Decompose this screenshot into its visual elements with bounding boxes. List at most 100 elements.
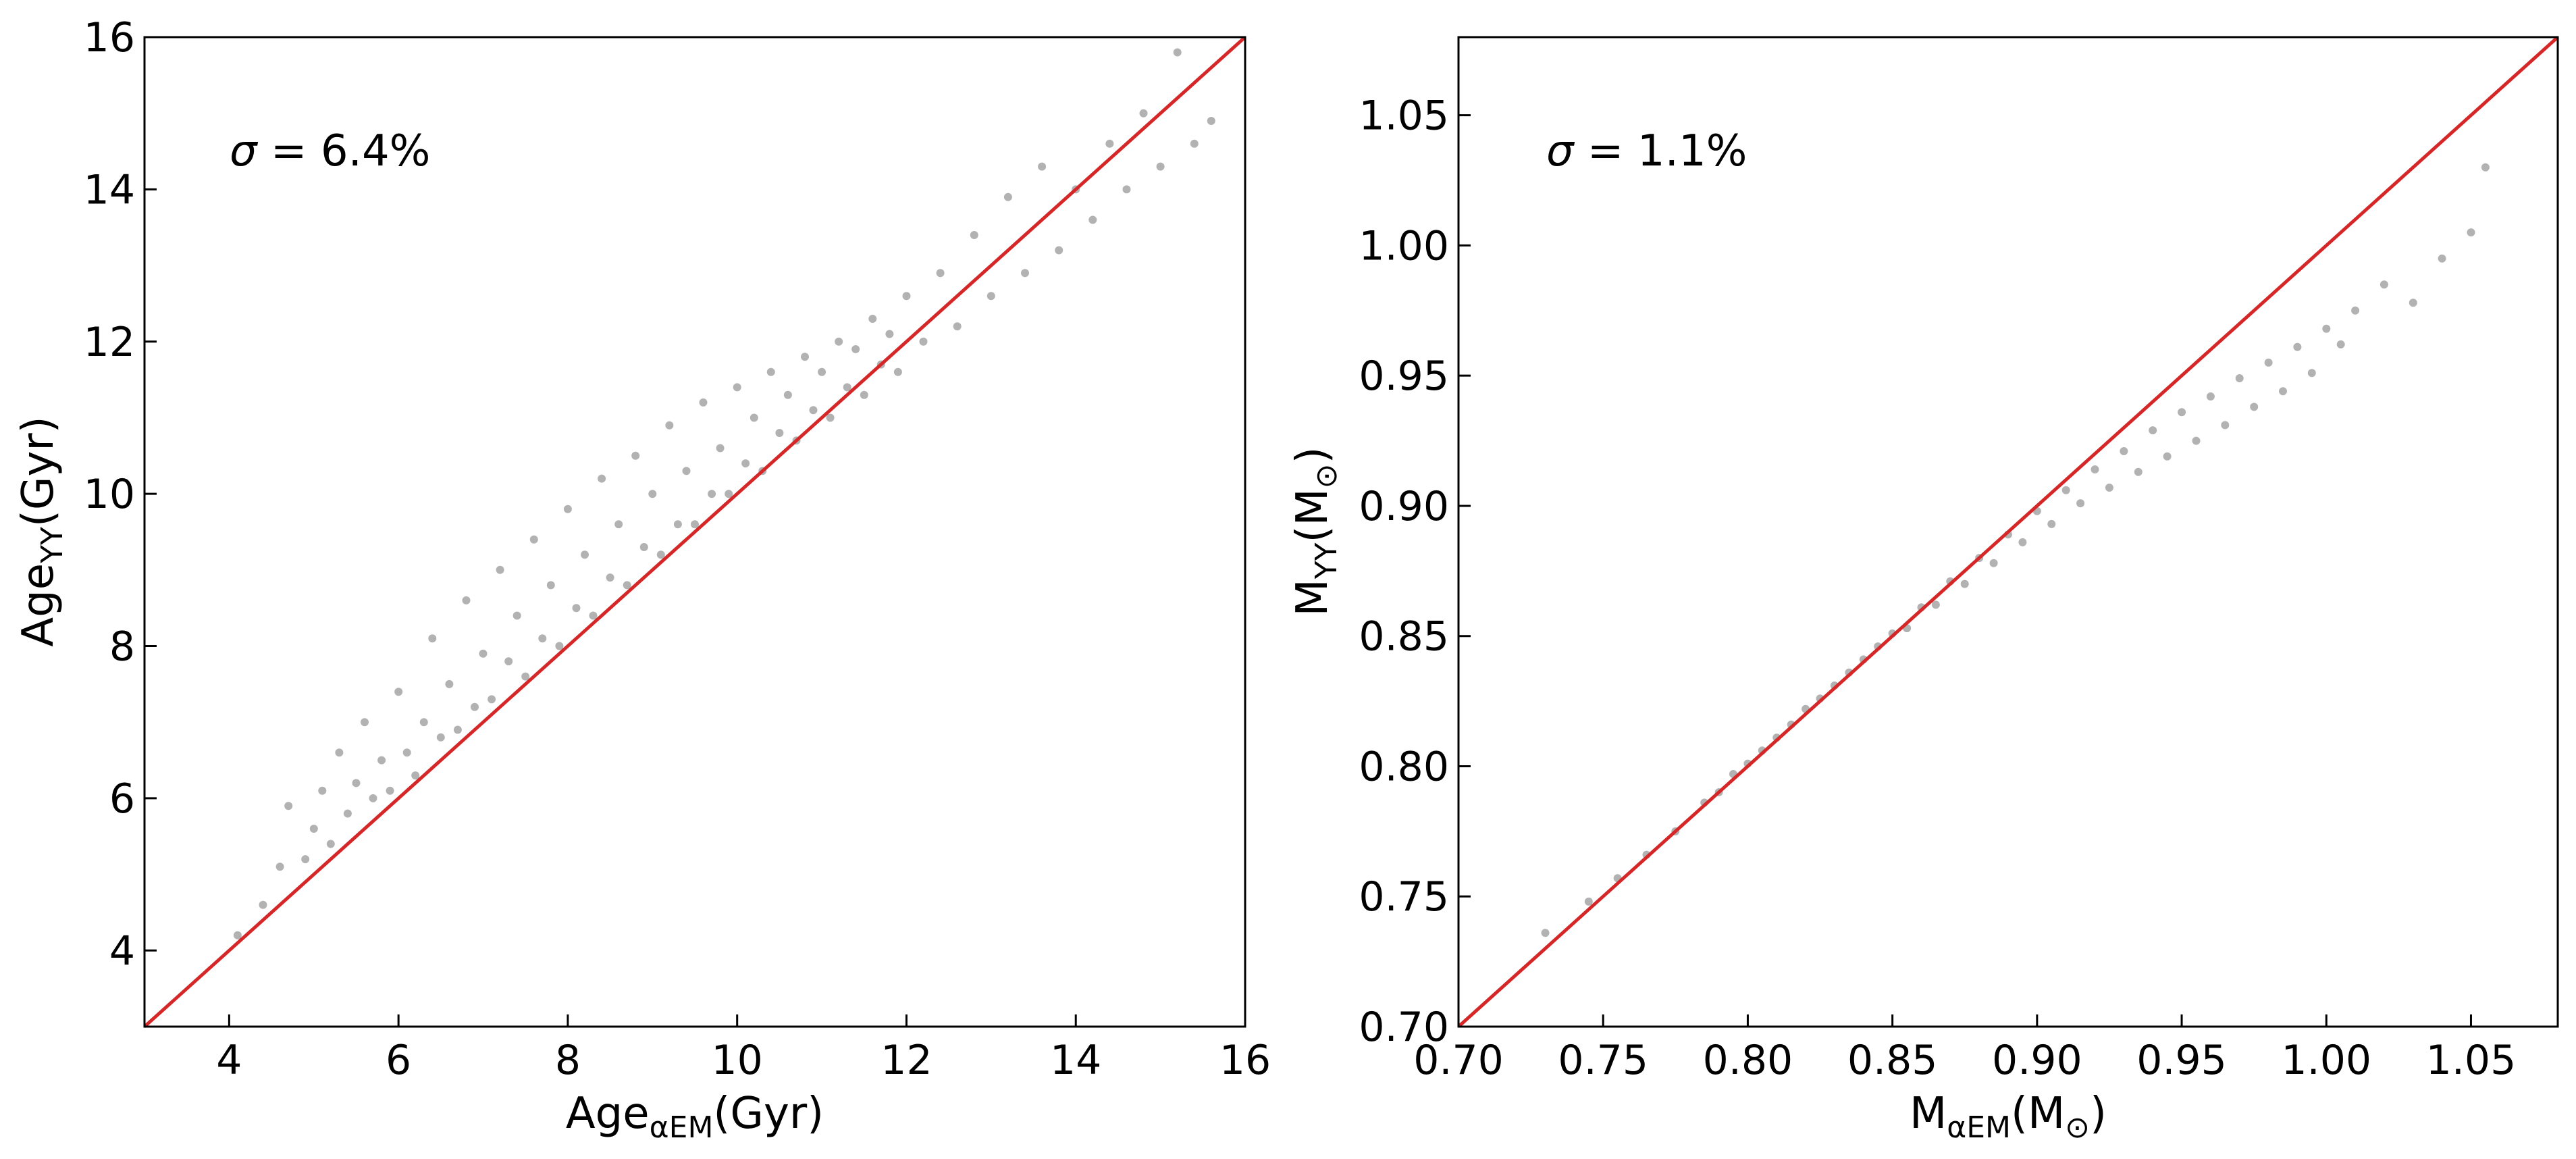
right-y-tick-label: 0.85 <box>1359 613 1449 661</box>
right-x-tick-label: 1.05 <box>2426 1037 2517 1084</box>
right-scatter-point <box>2091 465 2099 473</box>
right-x-tick-label: 0.95 <box>2136 1037 2227 1084</box>
left-scatter-point <box>1207 117 1215 125</box>
left-scatter-point <box>496 565 504 574</box>
left-scatter-point <box>462 596 471 604</box>
left-scatter-point <box>766 367 775 376</box>
left-y-tick-label: 10 <box>84 471 135 518</box>
right-panel: 0.70 0.75 0.80 0.85 0.90 0.95 1.00 1.05 0.70 0.75… <box>1288 36 2559 1145</box>
left-scatter-point <box>598 474 606 483</box>
left-scatter-point <box>801 353 809 361</box>
right-scatter-point <box>2409 299 2417 307</box>
left-scatter-point <box>1088 215 1097 224</box>
left-plot-frame <box>143 36 1246 1028</box>
right-y-axis-label: MYY(M⊙) <box>1288 446 1344 616</box>
left-scatter-point <box>419 718 428 727</box>
left-scatter-point <box>589 611 598 620</box>
left-scatter-point <box>369 794 377 802</box>
left-scatter-point <box>1139 109 1148 118</box>
right-scatter-point <box>2438 254 2446 263</box>
left-scatter-point <box>691 520 699 529</box>
left-scatter-point <box>623 581 631 590</box>
left-scatter-point <box>445 679 454 688</box>
right-x-tick-label: 0.80 <box>1703 1037 1793 1084</box>
right-scatter-point <box>2105 484 2113 492</box>
left-scatter-point <box>436 733 445 742</box>
right-x-tick-label: 0.75 <box>1558 1037 1648 1084</box>
right-scatter-point <box>2076 499 2085 508</box>
right-scatter-point <box>2149 426 2157 435</box>
right-scatter-point <box>1584 897 1593 906</box>
left-scatter-point <box>1055 246 1063 255</box>
left-y-tick-label: 12 <box>84 319 135 366</box>
left-scatter-point <box>725 490 733 498</box>
right-scatter-point <box>1960 580 1969 588</box>
left-scatter-point <box>318 786 327 795</box>
left-scatter-points <box>233 48 1215 939</box>
left-y-axis-label: AgeYY(Gyr) <box>14 416 70 646</box>
left-scatter-point <box>708 490 716 498</box>
left-scatter-point <box>783 390 792 399</box>
right-x-tick-label: 0.90 <box>1992 1037 2082 1084</box>
left-scatter-point <box>546 581 555 590</box>
right-scatter-point <box>2322 324 2331 333</box>
left-scatter-point <box>386 786 394 795</box>
right-x-tick-label: 1.00 <box>2281 1037 2371 1084</box>
left-scatter-point <box>851 345 860 353</box>
left-scatter-point <box>529 535 538 544</box>
left-scatter-point <box>1122 185 1131 194</box>
right-scatter-point <box>2061 486 2070 494</box>
right-y-tick-label: 0.70 <box>1359 1004 1449 1051</box>
left-scatter-point <box>411 771 420 780</box>
left-sigma-annotation: σ = 6.4% <box>230 126 430 176</box>
left-scatter-point <box>741 459 750 468</box>
right-scatter-point <box>2336 340 2345 349</box>
left-scatter-point <box>682 467 691 475</box>
right-x-tick-label: 0.85 <box>1847 1037 1938 1084</box>
right-scatter-point <box>2250 403 2259 411</box>
left-scatter-point <box>581 550 589 559</box>
left-y-tick-label: 14 <box>84 166 135 213</box>
left-scatter-point <box>394 688 403 696</box>
right-scatter-point <box>2047 519 2056 528</box>
left-scatter-point <box>1038 162 1047 171</box>
left-scatter-point <box>868 315 877 323</box>
left-scatter-point <box>512 611 521 620</box>
left-scatter-point <box>750 413 758 422</box>
left-scatter-point <box>936 269 945 278</box>
left-scatter-point <box>902 292 911 301</box>
left-identity-line <box>143 36 1246 1028</box>
left-scatter-point <box>1003 192 1012 201</box>
left-scatter-point <box>775 429 784 437</box>
right-scatter-point <box>2120 447 2128 455</box>
left-scatter-point <box>860 390 868 399</box>
left-scatter-point <box>521 672 530 681</box>
left-scatter-point <box>301 855 310 864</box>
right-x-axis-label: MαEM(M⊙) <box>1910 1089 2107 1145</box>
left-scatter-point <box>538 634 547 643</box>
left-scatter-point <box>275 862 284 871</box>
left-scatter-point <box>716 444 725 453</box>
left-scatter-point <box>987 292 995 301</box>
right-y-tick-label: 0.75 <box>1359 873 1449 921</box>
left-scatter-point <box>733 383 741 392</box>
left-x-tick-label: 6 <box>386 1037 411 1084</box>
left-scatter-point <box>919 337 928 346</box>
right-y-tick-label: 1.00 <box>1359 222 1449 269</box>
left-scatter-point <box>402 748 411 757</box>
left-panel: 4 6 8 10 12 14 16 4 6 8 10 12 14 16 σ = 6.4% AgeαEM(G… <box>14 14 1271 1145</box>
right-scatter-point <box>2134 467 2143 476</box>
right-y-tick-label: 1.05 <box>1359 93 1449 140</box>
left-scatter-point <box>606 573 614 582</box>
left-scatter-point <box>893 367 902 376</box>
right-scatter-point <box>1931 600 1940 609</box>
left-x-tick-label: 12 <box>880 1037 932 1084</box>
left-scatter-point <box>970 231 978 239</box>
left-scatter-point <box>479 649 488 658</box>
left-scatter-point <box>835 337 843 346</box>
right-scatter-point <box>2221 421 2230 430</box>
left-scatter-point <box>843 383 851 392</box>
left-scatter-point <box>259 900 267 909</box>
left-scatter-point <box>563 505 572 513</box>
